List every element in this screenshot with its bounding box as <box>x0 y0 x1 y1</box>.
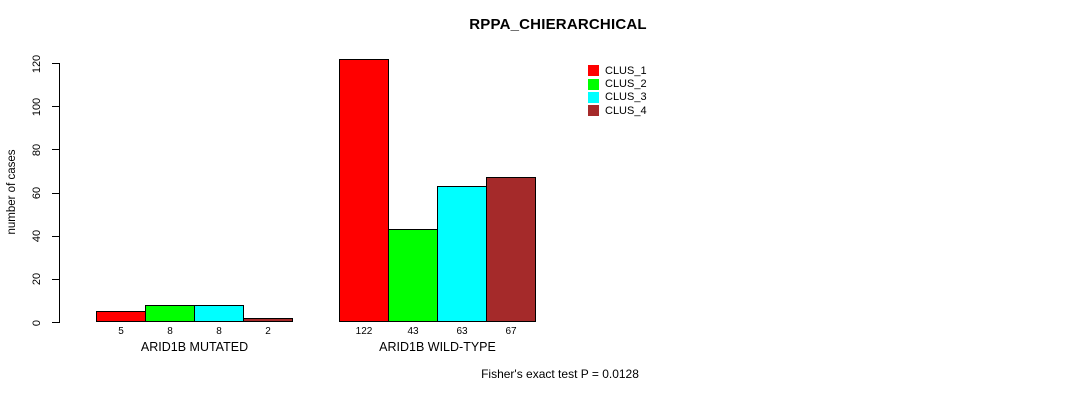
legend-item-clus_4: CLUS_4 <box>588 104 647 117</box>
legend: CLUS_1 CLUS_2 CLUS_3 CLUS_4 <box>588 64 647 118</box>
y-tick <box>52 149 59 151</box>
group-label-1: ARID1B MUTATED <box>140 340 249 354</box>
y-tick-label: 100 <box>31 97 43 116</box>
legend-label: CLUS_3 <box>605 91 647 104</box>
bar-clus_2-group2 <box>388 229 438 322</box>
y-tick-label: 80 <box>31 143 43 156</box>
annotation-text: Fisher's exact test P = 0.0128 <box>481 367 639 381</box>
bar-clus_1-group1 <box>96 311 146 322</box>
y-tick <box>52 63 59 64</box>
bar-value-label: 8 <box>167 326 173 337</box>
legend-label: CLUS_2 <box>605 78 647 91</box>
y-tick-label: 20 <box>31 273 43 286</box>
y-tick <box>52 278 59 280</box>
bar-value-label: 5 <box>118 326 124 337</box>
y-tick <box>52 235 59 237</box>
y-tick <box>52 106 59 108</box>
bar-clus_1-group2 <box>339 58 389 322</box>
chart-title: RPPA_CHIERARCHICAL <box>469 16 647 33</box>
group-label-2: ARID1B WILD-TYPE <box>379 340 496 354</box>
y-tick-label: 120 <box>31 54 43 73</box>
y-tick-label: 40 <box>31 230 43 243</box>
bar-clus_4-group1 <box>243 317 293 322</box>
legend-swatch-icon <box>588 91 599 103</box>
y-axis-label: number of cases <box>6 149 18 235</box>
bar-value-label: 67 <box>505 326 517 337</box>
legend-swatch-icon <box>588 65 599 77</box>
y-tick <box>52 192 59 194</box>
bar-clus_3-group1 <box>194 304 244 322</box>
legend-item-clus_3: CLUS_3 <box>588 91 647 104</box>
legend-label: CLUS_4 <box>605 104 647 117</box>
legend-swatch-icon <box>588 78 599 90</box>
bar-value-label: 122 <box>355 326 373 337</box>
bar-value-label: 2 <box>265 326 271 337</box>
y-tick <box>52 322 59 323</box>
legend-swatch-icon <box>588 105 599 117</box>
legend-item-clus_1: CLUS_1 <box>588 64 647 77</box>
bar-value-label: 63 <box>456 326 468 337</box>
y-tick-label: 0 <box>31 319 43 326</box>
bar-clus_2-group1 <box>145 304 195 322</box>
y-tick-label: 60 <box>31 186 43 200</box>
bar-value-label: 8 <box>216 326 222 337</box>
y-axis-line <box>59 63 60 323</box>
legend-item-clus_2: CLUS_2 <box>588 77 647 90</box>
bar-clus_3-group2 <box>437 186 487 322</box>
bar-clus_4-group2 <box>486 177 536 322</box>
bar-value-label: 43 <box>407 326 419 337</box>
legend-label: CLUS_1 <box>605 64 647 77</box>
